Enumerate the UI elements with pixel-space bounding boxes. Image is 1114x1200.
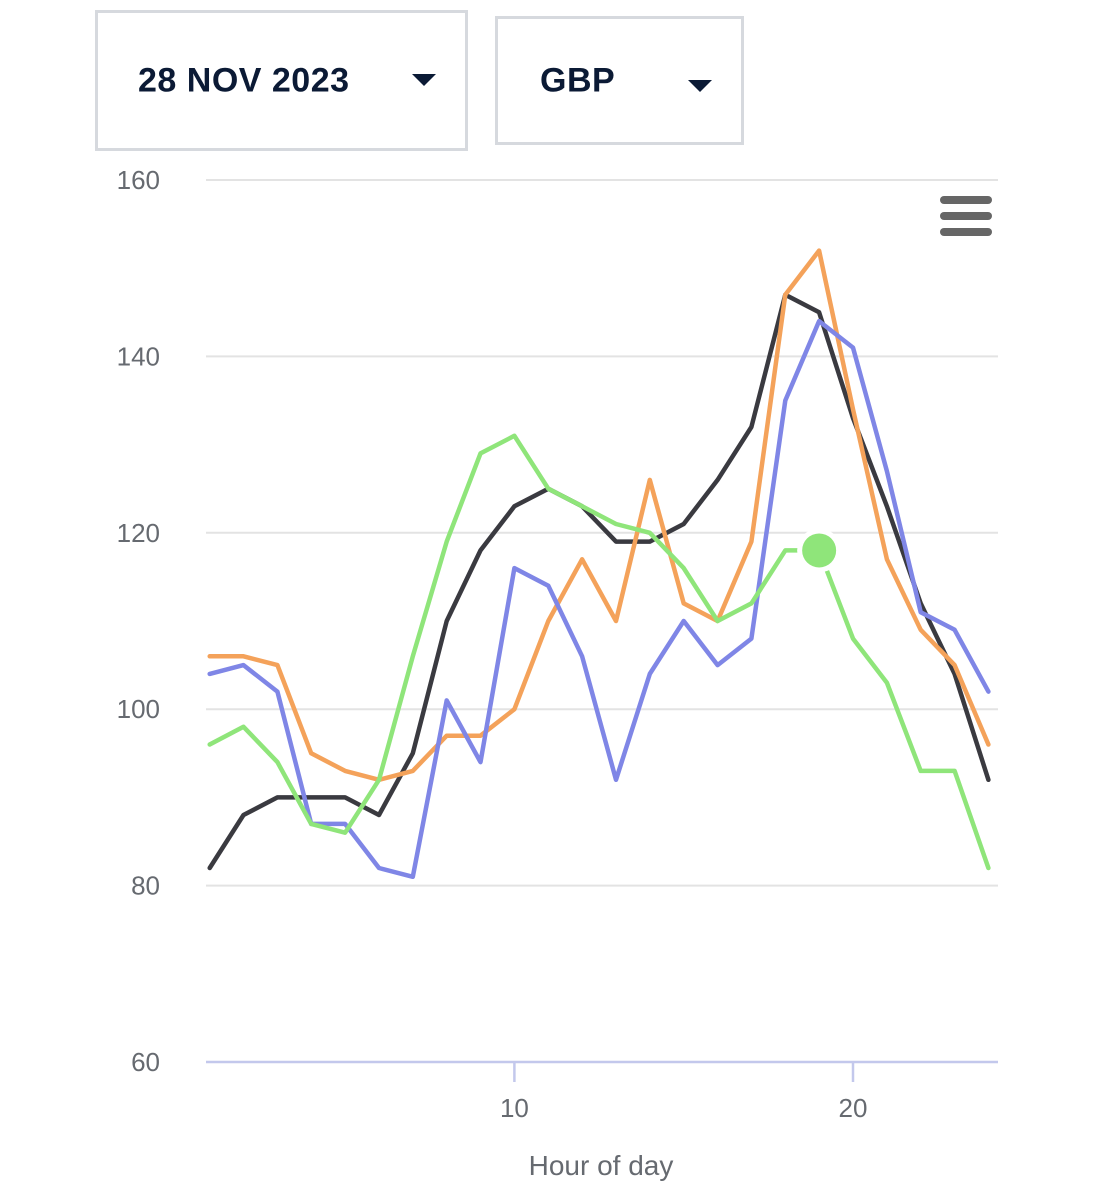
y-tick-label: 160 [117,165,160,195]
chevron-down-icon [688,80,712,92]
chart-axes: 60 80 100 120 140 160 10 20 [117,165,868,1123]
highlight-point[interactable] [802,533,837,568]
currency-select[interactable]: GBP [495,16,744,145]
chart-grid [206,179,998,1064]
x-tick-label: 20 [839,1093,868,1123]
currency-select-value: GBP [540,61,616,99]
x-tick-label: 10 [500,1093,529,1123]
hamburger-menu-icon [940,212,992,220]
y-tick-label: 120 [117,518,160,548]
y-tick-label: 60 [131,1047,160,1077]
chevron-down-icon [412,74,436,86]
x-axis-title: Hour of day [529,1150,674,1181]
hamburger-menu-icon [940,196,992,204]
date-select[interactable]: 28 NOV 2023 [95,10,468,151]
hamburger-menu-icon [940,228,992,236]
series-line-2[interactable] [207,248,991,783]
y-tick-label: 80 [131,871,160,901]
chart-series [207,248,991,880]
series-line-4[interactable] [207,433,991,871]
date-select-value: 28 NOV 2023 [138,61,350,99]
y-tick-label: 100 [117,694,160,724]
series-line-3[interactable] [207,318,991,880]
series-line-1[interactable] [207,292,991,871]
chart-menu-button[interactable] [936,192,996,240]
y-tick-label: 140 [117,341,160,371]
